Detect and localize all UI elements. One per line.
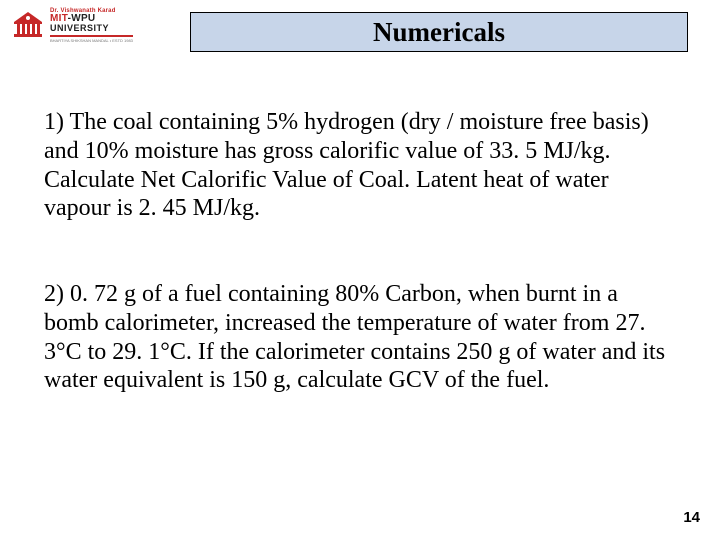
question-1: 1) The coal containing 5% hydrogen (dry … [44,108,676,223]
university-logo: Dr. Vishwanath Karad MIT-WPU UNIVERSITY … [12,8,182,52]
slide-title: Numericals [190,12,688,52]
question-2: 2) 0. 72 g of a fuel containing 80% Carb… [44,280,676,395]
logo-emblem-icon [12,8,44,40]
page-number: 14 [683,509,700,526]
logo-text: Dr. Vishwanath Karad MIT-WPU UNIVERSITY … [50,8,133,43]
logo-sub: BHARTIYA SHIKSHAN MANDAL • ESTD 1983 [50,39,133,43]
slide: Dr. Vishwanath Karad MIT-WPU UNIVERSITY … [0,0,720,540]
logo-univ: UNIVERSITY [50,24,133,33]
logo-bar [50,35,133,37]
